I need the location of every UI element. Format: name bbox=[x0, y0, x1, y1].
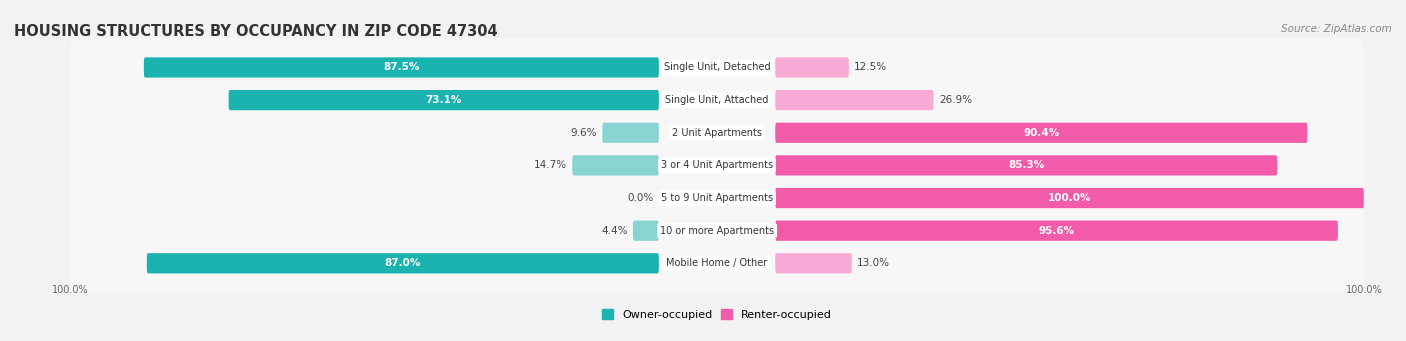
FancyBboxPatch shape bbox=[775, 90, 934, 110]
Text: 85.3%: 85.3% bbox=[1008, 160, 1045, 170]
Legend: Owner-occupied, Renter-occupied: Owner-occupied, Renter-occupied bbox=[598, 305, 837, 324]
FancyBboxPatch shape bbox=[775, 221, 1339, 241]
FancyBboxPatch shape bbox=[70, 234, 1364, 292]
Text: 87.5%: 87.5% bbox=[384, 62, 419, 73]
Text: 100.0%: 100.0% bbox=[1047, 193, 1091, 203]
Text: 3 or 4 Unit Apartments: 3 or 4 Unit Apartments bbox=[661, 160, 773, 170]
FancyBboxPatch shape bbox=[775, 155, 1277, 176]
FancyBboxPatch shape bbox=[70, 39, 1364, 97]
Text: HOUSING STRUCTURES BY OCCUPANCY IN ZIP CODE 47304: HOUSING STRUCTURES BY OCCUPANCY IN ZIP C… bbox=[14, 24, 498, 39]
FancyBboxPatch shape bbox=[70, 202, 1364, 260]
Text: 13.0%: 13.0% bbox=[856, 258, 890, 268]
FancyBboxPatch shape bbox=[775, 123, 1308, 143]
FancyBboxPatch shape bbox=[70, 169, 1364, 227]
Text: 14.7%: 14.7% bbox=[534, 160, 567, 170]
FancyBboxPatch shape bbox=[572, 155, 659, 176]
Text: 0.0%: 0.0% bbox=[627, 193, 654, 203]
Text: 90.4%: 90.4% bbox=[1024, 128, 1059, 138]
Text: 5 to 9 Unit Apartments: 5 to 9 Unit Apartments bbox=[661, 193, 773, 203]
Text: 73.1%: 73.1% bbox=[426, 95, 463, 105]
FancyBboxPatch shape bbox=[602, 123, 659, 143]
FancyBboxPatch shape bbox=[775, 57, 849, 78]
Text: 12.5%: 12.5% bbox=[853, 62, 887, 73]
FancyBboxPatch shape bbox=[633, 221, 659, 241]
Text: 10 or more Apartments: 10 or more Apartments bbox=[659, 226, 775, 236]
FancyBboxPatch shape bbox=[143, 57, 659, 78]
Text: 95.6%: 95.6% bbox=[1039, 226, 1074, 236]
FancyBboxPatch shape bbox=[70, 71, 1364, 129]
Text: 2 Unit Apartments: 2 Unit Apartments bbox=[672, 128, 762, 138]
Text: Single Unit, Attached: Single Unit, Attached bbox=[665, 95, 769, 105]
Text: Mobile Home / Other: Mobile Home / Other bbox=[666, 258, 768, 268]
FancyBboxPatch shape bbox=[775, 253, 852, 273]
FancyBboxPatch shape bbox=[70, 136, 1364, 194]
FancyBboxPatch shape bbox=[229, 90, 659, 110]
Text: Source: ZipAtlas.com: Source: ZipAtlas.com bbox=[1281, 24, 1392, 34]
Text: 26.9%: 26.9% bbox=[939, 95, 972, 105]
Text: 87.0%: 87.0% bbox=[385, 258, 420, 268]
Text: 9.6%: 9.6% bbox=[571, 128, 598, 138]
FancyBboxPatch shape bbox=[146, 253, 659, 273]
Text: Single Unit, Detached: Single Unit, Detached bbox=[664, 62, 770, 73]
FancyBboxPatch shape bbox=[70, 104, 1364, 162]
Text: 4.4%: 4.4% bbox=[602, 226, 628, 236]
FancyBboxPatch shape bbox=[775, 188, 1364, 208]
